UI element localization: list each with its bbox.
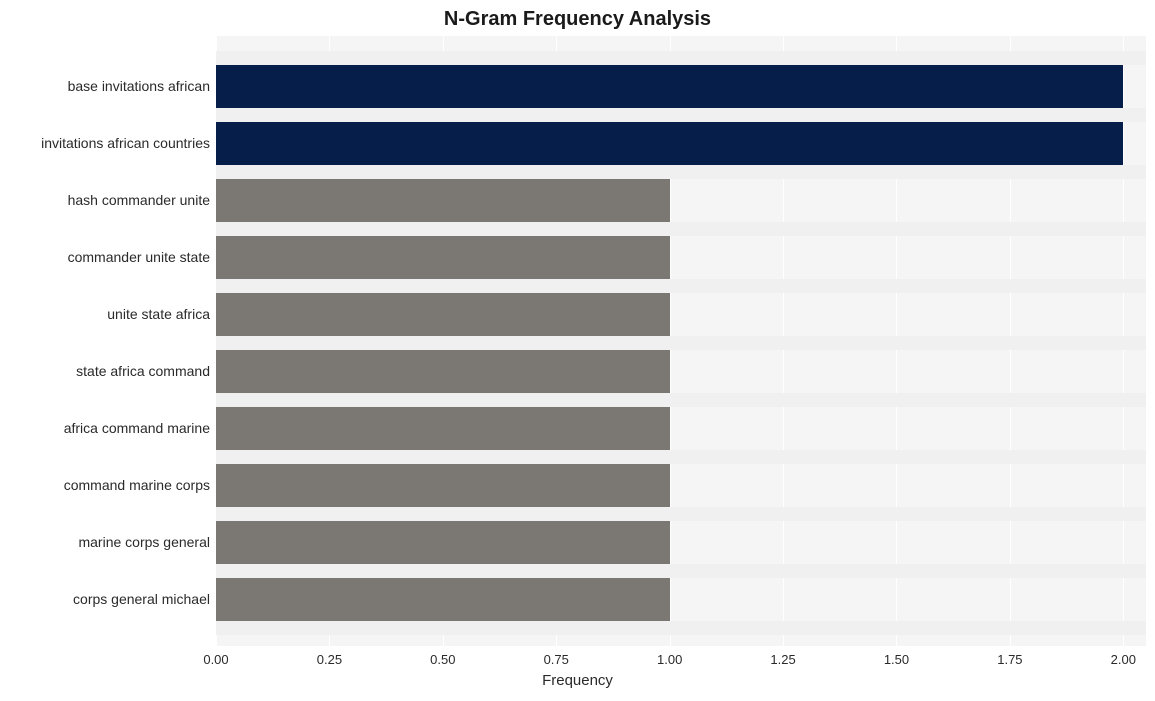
plot-area [216,36,1146,646]
row-stripe [216,507,1146,521]
y-axis-category: state africa command [76,363,210,379]
row-stripe [216,279,1146,293]
bar [216,179,670,222]
row-stripe [216,222,1146,236]
x-axis-tick: 0.75 [544,652,569,667]
x-axis-tick: 2.00 [1111,652,1136,667]
row-stripe [216,393,1146,407]
row-stripe [216,51,1146,65]
x-axis-tick: 1.75 [997,652,1022,667]
row-stripe [216,450,1146,464]
bar [216,407,670,450]
y-axis-category: commander unite state [68,249,210,265]
y-axis-category: africa command marine [64,420,210,436]
bar [216,65,1123,108]
x-axis-tick: 1.25 [770,652,795,667]
row-stripe [216,336,1146,350]
y-axis-category: hash commander unite [68,192,210,208]
bar [216,293,670,336]
x-axis-label: Frequency [0,672,1155,689]
x-axis-tick: 1.00 [657,652,682,667]
y-axis-category: marine corps general [78,534,210,550]
y-axis-category: invitations african countries [41,135,210,151]
x-axis-tick: 1.50 [884,652,909,667]
bar [216,236,670,279]
x-axis-tick: 0.50 [430,652,455,667]
bar [216,578,670,621]
x-axis-tick: 0.25 [317,652,342,667]
row-stripe [216,621,1146,635]
chart-title: N-Gram Frequency Analysis [0,8,1155,31]
bar [216,521,670,564]
y-axis-category: base invitations african [68,78,210,94]
x-axis-tick: 0.00 [203,652,228,667]
y-axis-category: corps general michael [73,591,210,607]
bar [216,122,1123,165]
row-stripe [216,165,1146,179]
y-axis-category: unite state africa [107,306,210,322]
row-stripe [216,564,1146,578]
y-axis-category: command marine corps [64,477,210,493]
ngram-chart: N-Gram Frequency Analysis Frequency base… [0,0,1155,701]
bar [216,464,670,507]
bar [216,350,670,393]
row-stripe [216,108,1146,122]
